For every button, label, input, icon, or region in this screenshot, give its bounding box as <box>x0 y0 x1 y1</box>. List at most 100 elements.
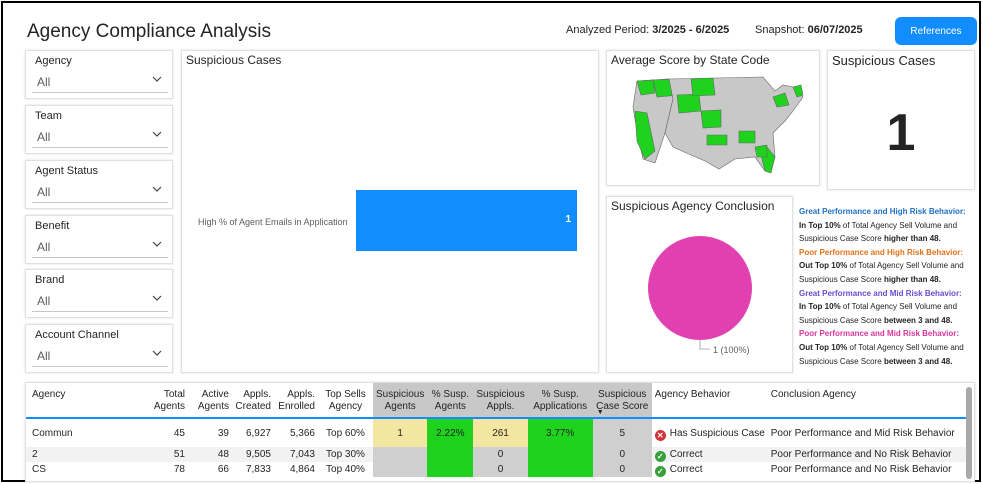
cell-enrolled: 7,043 <box>289 449 315 460</box>
snapshot-value: 06/07/2025 <box>807 24 863 36</box>
col-pct-susp-agents[interactable]: % Susp. Agents <box>427 383 474 418</box>
state-ar[interactable] <box>738 130 756 144</box>
cell-agency: CS <box>32 464 46 475</box>
conclusion-pie-card[interactable]: Suspicious Agency Conclusion 1 (100%) <box>606 196 793 373</box>
cell-behavior: ✓ Correct <box>652 447 768 462</box>
chevron-down-icon <box>152 131 162 137</box>
legend-great-mid-desc: In Top 10% of Total Agency Sell Volume a… <box>799 302 958 325</box>
legend-great-mid-title: Great Performance and Mid Risk Behavior: <box>799 288 962 298</box>
chevron-down-icon <box>152 241 162 247</box>
cell-created: 9,505 <box>245 449 271 460</box>
slicer-label: Agent Status <box>35 165 98 177</box>
slicer-account-channel[interactable]: Account Channel All <box>25 324 173 373</box>
col-suspicious-appls[interactable]: Suspicious Appls. <box>473 383 528 418</box>
col-active-agents[interactable]: Active Agents <box>197 389 229 412</box>
slicer-dropdown[interactable]: All <box>32 71 168 93</box>
slicer-agency[interactable]: Agency All <box>25 50 173 99</box>
cell-active: 66 <box>217 464 229 475</box>
state-map-card[interactable]: Average Score by State Code <box>606 50 820 186</box>
behavior-legend: Great Performance and High Risk Behavior… <box>799 205 973 368</box>
table-row[interactable]: 2 51 48 9,505 7,043 Top 30% 0 0 ✓ Correct… <box>26 447 968 462</box>
state-wy[interactable] <box>676 93 702 114</box>
state-ca[interactable] <box>634 110 656 160</box>
slicer-value: All <box>37 185 51 199</box>
chevron-down-icon <box>152 350 162 356</box>
cell-agency: 2 <box>32 449 38 460</box>
slicer-label: Account Channel <box>35 329 119 341</box>
cell-behavior: ✕ Has Suspicious Case <box>652 418 768 447</box>
slicer-label: Benefit <box>35 220 70 232</box>
page-title: Agency Compliance Analysis <box>27 21 271 42</box>
state-me[interactable] <box>792 84 804 98</box>
cell-pct-agents: 2.22% <box>427 418 474 447</box>
slicer-dropdown[interactable]: All <box>32 290 168 312</box>
cell-pct-agents <box>427 447 474 462</box>
cell-score: 0 <box>592 447 652 462</box>
col-case-score[interactable]: Suspicious Case Score ▼ <box>592 383 652 418</box>
suspicious-cases-kpi[interactable]: Suspicious Cases 1 <box>827 50 975 190</box>
col-appls-enrolled[interactable]: Appls. Enrolled <box>278 389 315 412</box>
cell-susp-appls: 261 <box>473 418 528 447</box>
col-top-sells[interactable]: Top Sells Agency <box>325 389 366 412</box>
col-pct-susp-applications[interactable]: % Susp. Applications <box>527 383 593 418</box>
state-nd[interactable] <box>690 77 716 97</box>
state-ok[interactable] <box>706 134 728 146</box>
legend-poor-mid-title: Poor Performance and Mid Risk Behavior: <box>799 329 960 339</box>
sort-desc-icon: ▼ <box>596 409 604 416</box>
chevron-down-icon <box>152 295 162 301</box>
slicer-value: All <box>37 240 51 254</box>
cell-susp-agents <box>373 447 428 462</box>
map-central-east[interactable] <box>664 76 804 172</box>
pie-chart[interactable]: 1 (100%) <box>607 197 794 374</box>
col-total-agents[interactable]: Total Agents <box>153 389 185 412</box>
slicer-value: All <box>37 349 51 363</box>
state-co[interactable] <box>700 109 722 129</box>
slicer-benefit[interactable]: Benefit All <box>25 215 173 264</box>
cell-created: 6,927 <box>245 427 271 439</box>
col-agency-behavior[interactable]: Agency Behavior <box>654 389 731 400</box>
cell-pct-appls: 3.77% <box>527 418 593 447</box>
snapshot-label: Snapshot: <box>755 24 805 36</box>
state-ga[interactable] <box>754 144 768 158</box>
bar-high-emails[interactable]: 1 <box>356 190 577 251</box>
agency-table[interactable]: Agency Total Agents Active Agents Appls.… <box>25 382 975 482</box>
state-wa[interactable] <box>636 79 656 96</box>
cell-top: Top 60% <box>326 427 365 439</box>
slicer-brand[interactable]: Brand All <box>25 269 173 318</box>
table-row[interactable]: Commun 45 39 6,927 5,366 Top 60% 1 2.22%… <box>26 418 968 447</box>
state-ny[interactable] <box>772 92 790 108</box>
slicer-agent-status[interactable]: Agent Status All <box>25 160 173 209</box>
cell-behavior: ✓ Correct <box>652 462 768 477</box>
check-icon: ✓ <box>654 451 666 462</box>
pie-slice-1[interactable] <box>648 236 752 340</box>
table-scrollbar[interactable] <box>966 387 972 479</box>
slicer-team[interactable]: Team All <box>25 105 173 154</box>
cell-top: Top 30% <box>326 449 365 460</box>
slicer-dropdown[interactable]: All <box>32 181 168 203</box>
col-conclusion-agency[interactable]: Conclusion Agency <box>770 389 856 400</box>
slicer-dropdown[interactable]: All <box>32 126 168 148</box>
references-button[interactable]: References <box>895 17 977 45</box>
suspicious-cases-chart[interactable]: Suspicious Cases High % of Agent Emails … <box>181 50 599 373</box>
legend-poor-high-desc: Out Top 10% of Total Agency Sell Volume … <box>799 261 964 284</box>
legend-great-high-title: Great Performance and High Risk Behavior… <box>799 207 966 216</box>
map-title: Average Score by State Code <box>611 53 770 67</box>
pie-data-label: 1 (100%) <box>713 345 750 355</box>
us-map[interactable] <box>607 51 821 187</box>
table-row[interactable]: CS 78 66 7,833 4,864 Top 40% 0 0 ✓ Correc… <box>26 462 968 477</box>
slicer-dropdown[interactable]: All <box>32 345 168 367</box>
cell-conclusion: Poor Performance and Mid Risk Behavior <box>770 427 955 439</box>
col-appls-created[interactable]: Appls. Created <box>235 389 271 412</box>
slicer-dropdown[interactable]: All <box>32 236 168 258</box>
cell-conclusion: Poor Performance and No Risk Behavior <box>770 449 952 460</box>
cell-susp-appls: 0 <box>473 462 528 477</box>
behavior-legend-card <box>797 199 975 373</box>
analyzed-period: Analyzed Period: 3/2025 - 6/2025 <box>566 24 729 36</box>
period-value: 3/2025 - 6/2025 <box>652 24 730 36</box>
col-agency[interactable]: Agency <box>32 389 66 400</box>
col-suspicious-agents[interactable]: Suspicious Agents <box>373 383 428 418</box>
chevron-down-icon <box>152 76 162 82</box>
suspicious-x-icon: ✕ <box>654 429 666 441</box>
cell-enrolled: 4,864 <box>289 464 315 475</box>
